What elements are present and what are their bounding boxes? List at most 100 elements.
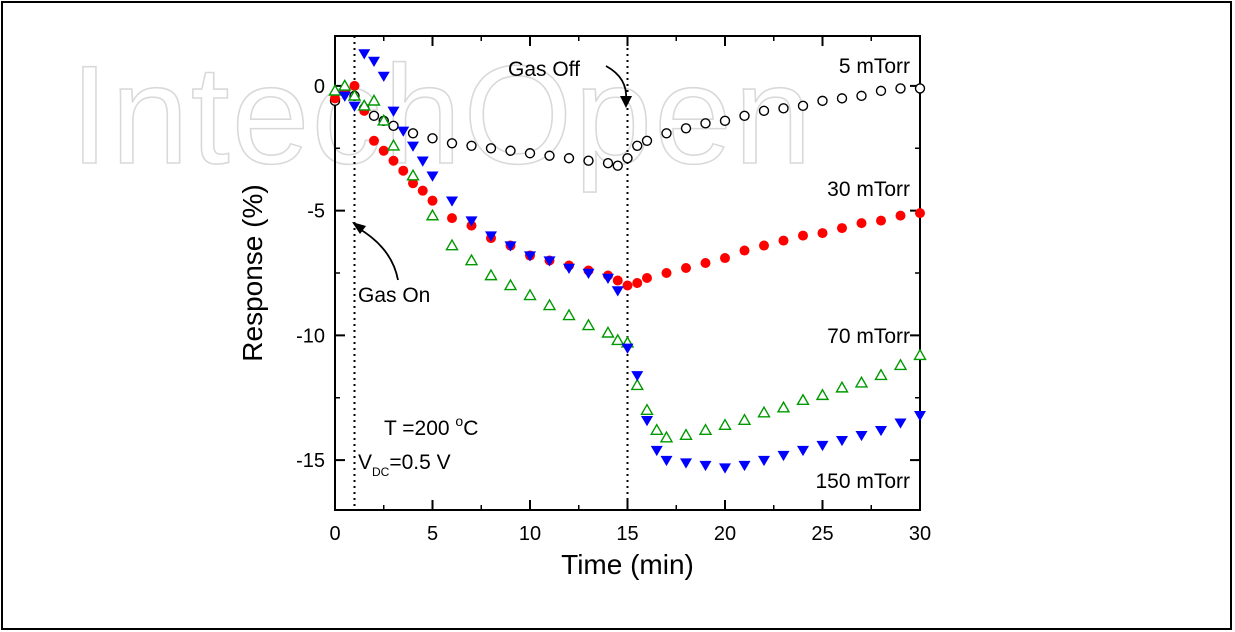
watermark-text: IntechOpen <box>70 36 814 193</box>
data-point-5-mtorr <box>641 135 653 146</box>
data-point-150-mtorr <box>377 71 390 82</box>
data-point-30-mtorr <box>778 235 789 246</box>
data-point-150-mtorr <box>660 455 673 467</box>
data-point-5-mtorr <box>466 140 477 151</box>
data-point-150-mtorr <box>621 343 634 354</box>
data-point-30-mtorr <box>759 240 769 251</box>
data-point-30-mtorr <box>408 178 418 189</box>
data-point-5-mtorr <box>505 145 516 156</box>
gas-on-label: Gas On <box>358 284 430 307</box>
data-point-70-mtorr <box>679 428 693 440</box>
y-tick-label: 0 <box>314 76 325 98</box>
series-label-30-mtorr: 30 mTorr <box>827 178 910 201</box>
data-point-30-mtorr <box>330 93 340 104</box>
gas-on-arrow <box>357 227 399 281</box>
data-point-30-mtorr <box>632 277 643 288</box>
data-point-70-mtorr <box>796 393 810 406</box>
data-point-150-mtorr <box>563 263 575 275</box>
data-point-150-mtorr <box>631 371 644 382</box>
data-point-150-mtorr <box>758 455 770 467</box>
data-point-30-mtorr <box>378 145 389 156</box>
data-point-30-mtorr <box>349 80 360 91</box>
data-point-150-mtorr <box>855 430 868 442</box>
data-point-150-mtorr <box>485 231 497 242</box>
data-point-70-mtorr <box>425 208 440 221</box>
data-point-5-mtorr <box>817 95 828 107</box>
data-point-150-mtorr <box>397 126 410 137</box>
gas-off-label: Gas Off <box>508 58 580 81</box>
data-point-70-mtorr <box>484 268 498 281</box>
data-point-70-mtorr <box>718 418 732 431</box>
data-point-30-mtorr <box>681 263 691 274</box>
data-point-5-mtorr <box>836 93 848 104</box>
data-point-30-mtorr <box>817 228 828 239</box>
data-point-150-mtorr <box>582 268 595 279</box>
data-point-70-mtorr <box>913 348 927 361</box>
data-point-150-mtorr <box>777 450 790 462</box>
data-point-5-mtorr <box>875 85 887 97</box>
data-point-30-mtorr <box>447 213 457 224</box>
data-point-5-mtorr <box>602 158 614 169</box>
data-point-70-mtorr <box>698 423 713 435</box>
data-point-30-mtorr <box>612 275 623 286</box>
data-point-30-mtorr <box>398 165 409 176</box>
data-point-150-mtorr <box>338 91 351 102</box>
data-point-5-mtorr <box>700 118 711 129</box>
y-axis-title: Response (%) <box>237 184 268 361</box>
data-point-70-mtorr <box>630 378 644 391</box>
data-point-5-mtorr <box>856 90 867 102</box>
data-point-150-mtorr <box>836 435 848 447</box>
data-point-70-mtorr <box>562 308 576 321</box>
data-point-5-mtorr <box>632 140 643 151</box>
data-point-70-mtorr <box>650 423 664 435</box>
data-point-150-mtorr <box>875 425 887 437</box>
data-point-30-mtorr <box>915 208 925 219</box>
data-point-30-mtorr <box>700 258 711 269</box>
gas-on-arrowhead <box>352 222 366 234</box>
data-point-70-mtorr <box>338 78 352 91</box>
data-point-30-mtorr <box>720 253 730 264</box>
data-point-5-mtorr <box>446 138 458 149</box>
y-tick-label: -5 <box>307 201 325 223</box>
data-point-70-mtorr <box>406 168 420 181</box>
x-tick-label: 25 <box>811 523 833 545</box>
data-point-5-mtorr <box>407 128 419 139</box>
data-point-5-mtorr <box>739 110 750 122</box>
data-point-5-mtorr <box>368 110 380 122</box>
x-tick-label: 20 <box>714 523 736 545</box>
data-point-150-mtorr <box>914 411 926 422</box>
data-point-70-mtorr <box>357 98 371 111</box>
data-point-150-mtorr <box>816 440 829 452</box>
data-point-5-mtorr <box>563 153 575 164</box>
data-point-30-mtorr <box>798 230 808 241</box>
temperature-label: T =200 oC <box>384 413 478 440</box>
x-tick-label: 5 <box>427 523 438 545</box>
series-label-5-mtorr: 5 mTorr <box>839 55 910 78</box>
data-point-70-mtorr <box>503 278 518 291</box>
x-tick-label: 30 <box>909 523 931 545</box>
data-point-70-mtorr <box>377 113 391 126</box>
gas-off-arrowhead <box>620 96 632 108</box>
data-point-70-mtorr <box>367 93 381 106</box>
data-point-5-mtorr <box>719 115 731 127</box>
data-point-70-mtorr <box>464 253 479 266</box>
data-point-150-mtorr <box>426 171 439 182</box>
data-point-5-mtorr <box>797 100 809 112</box>
data-point-5-mtorr <box>485 143 497 154</box>
data-point-150-mtorr <box>407 141 419 152</box>
data-point-30-mtorr <box>837 223 847 234</box>
data-point-70-mtorr <box>601 325 615 338</box>
data-point-150-mtorr <box>650 445 663 457</box>
data-point-70-mtorr <box>874 368 888 381</box>
data-point-70-mtorr <box>854 375 869 388</box>
x-tick-label: 15 <box>616 523 638 545</box>
series-layer <box>328 49 927 474</box>
x-tick-label: 10 <box>519 523 541 545</box>
data-point-150-mtorr <box>797 445 809 457</box>
data-point-5-mtorr <box>583 155 594 166</box>
data-point-70-mtorr <box>659 430 674 443</box>
data-point-150-mtorr <box>524 251 536 262</box>
data-point-150-mtorr <box>504 241 517 252</box>
x-tick-label: 0 <box>329 523 340 545</box>
